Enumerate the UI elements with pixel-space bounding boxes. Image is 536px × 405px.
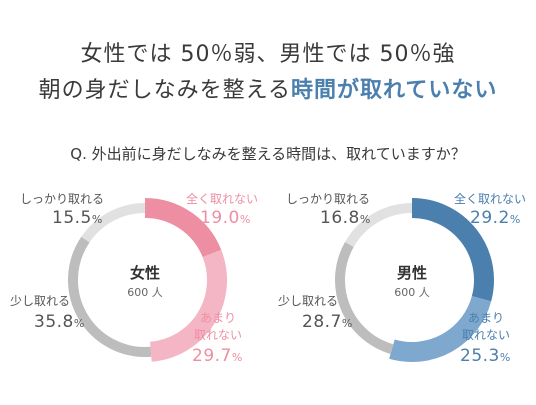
- headline-line-2: 朝の身だしなみを整える時間が取れていない: [0, 72, 536, 104]
- female-slice-none: [144, 198, 222, 258]
- male-value-some: 28.7%: [302, 312, 353, 332]
- male-value-rarely: 25.3%: [460, 346, 511, 366]
- female-label-some: 少し取れる: [10, 294, 71, 308]
- male-value-strong-unit: %: [359, 213, 371, 226]
- male-respondent-count: 600 人: [394, 286, 430, 299]
- female-value-some-number: 35.8: [34, 312, 74, 332]
- female-value-strong-number: 15.5: [52, 208, 92, 228]
- male-value-strong: 16.8%: [320, 208, 371, 228]
- female-label-none: 全く取れない: [186, 192, 259, 206]
- female-chart-panel: 女性 600 人 しっかり取れる 15.5% 少し取れる 35.8% 全く取れな…: [0, 180, 268, 400]
- female-chart-title: 女性: [129, 264, 160, 282]
- male-label-some: 少し取れる: [278, 294, 339, 308]
- female-respondent-count: 600 人: [127, 286, 163, 299]
- female-label-rarely-1: あまり: [200, 311, 237, 325]
- female-value-some: 35.8%: [34, 312, 85, 332]
- headline-prefix: 朝の身だしなみを整える: [38, 78, 291, 103]
- male-value-strong-number: 16.8: [320, 208, 360, 228]
- male-label-strong: しっかり取れる: [286, 192, 371, 206]
- male-label-rarely-1: あまり: [468, 311, 505, 325]
- male-value-some-unit: %: [341, 317, 353, 330]
- headline-line-1: 女性では 50％弱、男性では 50％強: [80, 42, 456, 67]
- female-slice-strong: [81, 203, 146, 243]
- female-value-some-unit: %: [73, 317, 85, 330]
- female-value-none-unit: %: [239, 213, 251, 226]
- male-label-rarely-2: 取れない: [462, 328, 511, 342]
- female-value-strong-unit: %: [91, 213, 103, 226]
- female-slice-some: [68, 236, 152, 357]
- male-slice-none: [411, 198, 494, 302]
- female-value-rarely-number: 29.7: [192, 346, 232, 366]
- male-label-none: 全く取れない: [454, 192, 527, 206]
- female-donut-chart: [68, 198, 227, 362]
- female-label-rarely-2: 取れない: [194, 328, 243, 342]
- survey-question: Q. 外出前に身だしなみを整える時間は、取れていますか？: [70, 145, 466, 163]
- male-value-none-number: 29.2: [470, 208, 510, 228]
- male-donut-chart: [335, 198, 494, 362]
- male-value-none: 29.2%: [470, 208, 521, 228]
- male-value-none-unit: %: [509, 213, 521, 226]
- male-chart-title: 男性: [396, 264, 427, 282]
- female-slice-rarely: [149, 249, 227, 362]
- male-slice-some: [335, 242, 394, 354]
- female-value-none: 19.0%: [200, 208, 251, 228]
- male-value-rarely-number: 25.3: [460, 346, 500, 366]
- female-label-strong: しっかり取れる: [20, 192, 105, 206]
- female-value-strong: 15.5%: [52, 208, 103, 228]
- male-value-rarely-unit: %: [499, 351, 511, 364]
- male-slice-rarely: [389, 295, 492, 362]
- male-value-some-number: 28.7: [302, 312, 342, 332]
- male-slice-strong: [344, 203, 413, 248]
- headline-highlight: 時間が取れていない: [291, 78, 498, 103]
- male-chart-panel: 男性 600 人 しっかり取れる 16.8% 少し取れる 28.7% 全く取れな…: [268, 180, 536, 400]
- female-value-rarely: 29.7%: [192, 346, 243, 366]
- female-value-rarely-unit: %: [231, 351, 243, 364]
- female-value-none-number: 19.0: [200, 208, 240, 228]
